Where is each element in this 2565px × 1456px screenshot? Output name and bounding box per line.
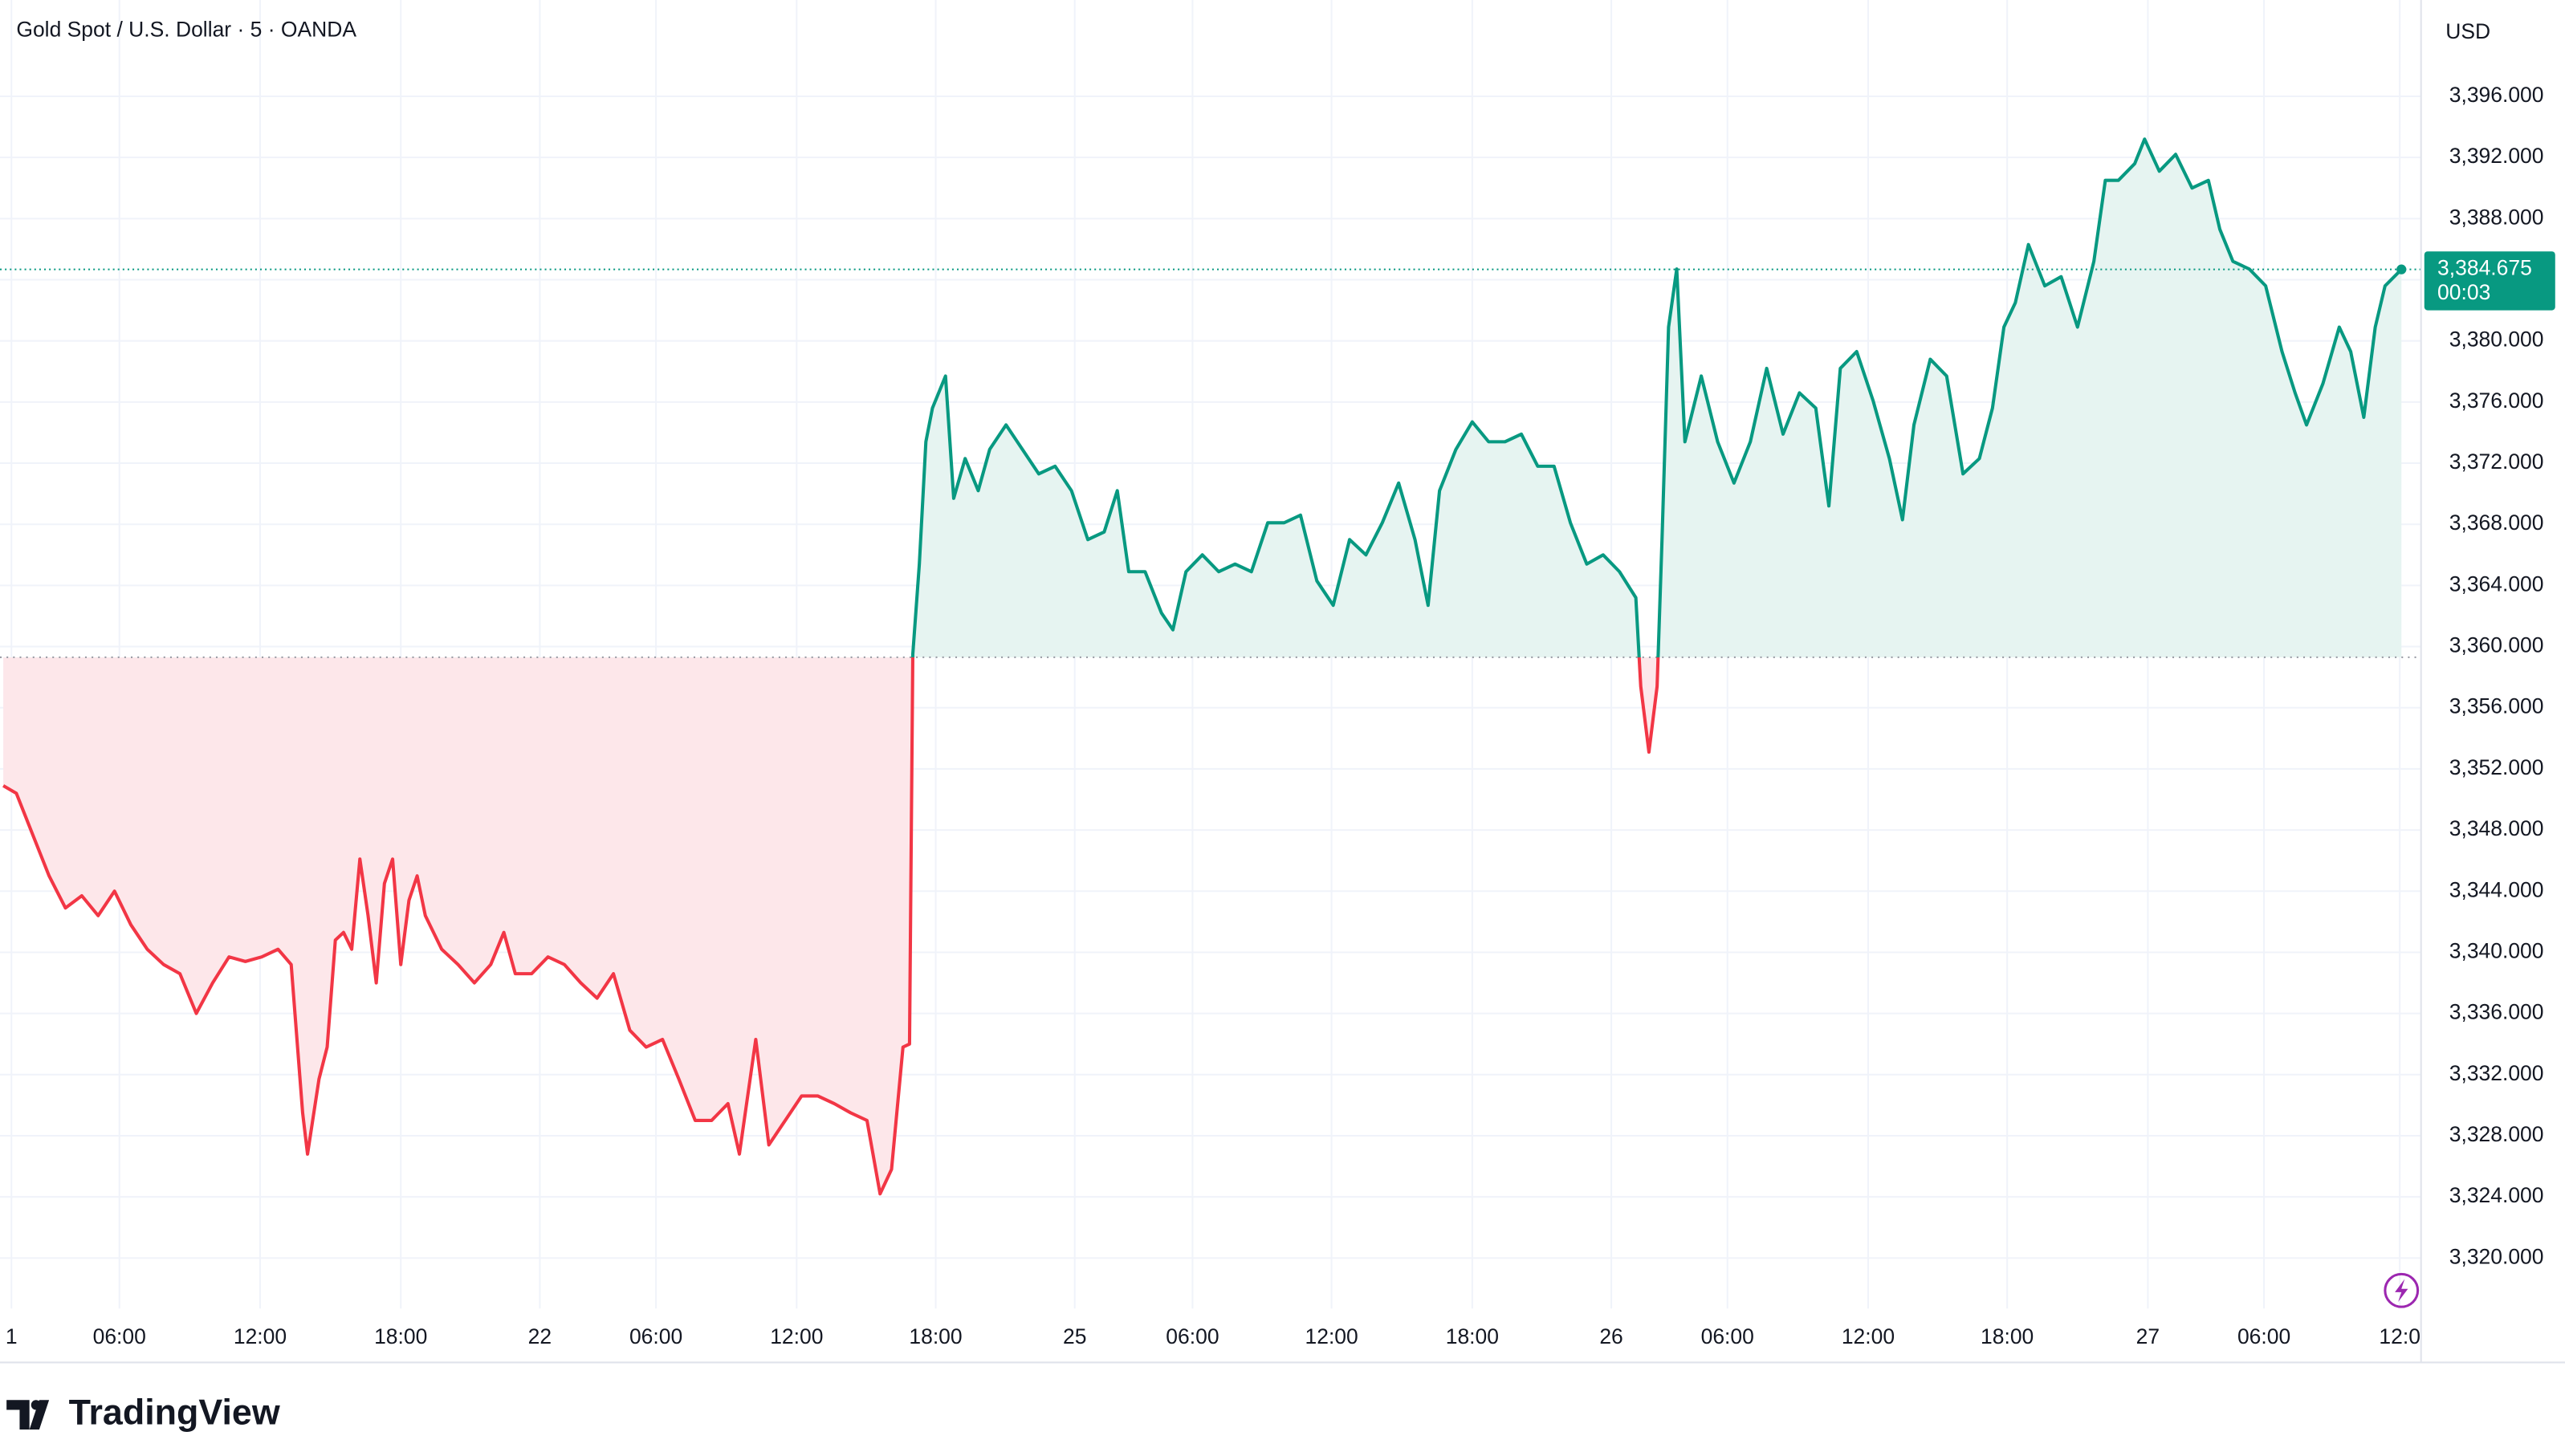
- x-tick-label: 12:00: [234, 1324, 287, 1348]
- x-tick-label: 18:00: [909, 1324, 962, 1348]
- y-tick-label: 3,372.000: [2449, 449, 2544, 474]
- x-tick-label: 06:00: [1166, 1324, 1219, 1348]
- y-tick-label: 3,352.000: [2449, 755, 2544, 779]
- x-tick-label: 18:00: [1446, 1324, 1499, 1348]
- x-tick-label: 06:00: [2237, 1324, 2290, 1348]
- x-tick-label: 18:00: [374, 1324, 427, 1348]
- currency[interactable]: USD: [2445, 19, 2490, 43]
- area: [3, 139, 2402, 1194]
- x-tick-label: 25: [1063, 1324, 1086, 1348]
- chart-title: Gold Spot / U.S. Dollar · 5 · OANDA: [16, 18, 356, 42]
- y-tick-label: 3,320.000: [2449, 1244, 2544, 1268]
- y-tick-label: 3,392.000: [2449, 144, 2544, 168]
- price-line: [2, 137, 2403, 1196]
- y-tick-label: 3,368.000: [2449, 510, 2544, 535]
- x-tick-label: 22: [528, 1324, 552, 1348]
- alert-icon[interactable]: [2384, 1272, 2420, 1308]
- x-tick-label: 12:0: [2379, 1324, 2420, 1348]
- x-axis: 1 06:00 12:00 18:00 22 06:00 12:00 18:00 25 06:00…: [6, 1324, 2420, 1348]
- y-tick-label: 3,356.000: [2449, 694, 2544, 718]
- x-tick-label: 06:00: [93, 1324, 146, 1348]
- last-point: [2396, 264, 2407, 275]
- x-tick-label: 1: [6, 1324, 18, 1348]
- y-tick-label: 3,324.000: [2449, 1183, 2544, 1207]
- y-tick-label: 3,396.000: [2449, 83, 2544, 107]
- x-tick-label: 06:00: [1701, 1324, 1754, 1348]
- y-tick-label: 3,328.000: [2449, 1122, 2544, 1146]
- y-tick-label: 3,388.000: [2449, 205, 2544, 229]
- last-price-box: [2424, 251, 2555, 311]
- y-tick-label: 3,348.000: [2449, 816, 2544, 840]
- y-axis: 3,320.000 3,324.000 3,328.000 3,332.000 3,33…: [2449, 83, 2544, 1268]
- x-tick-label: 18:00: [1981, 1324, 2034, 1348]
- y-tick-label: 3,344.000: [2449, 877, 2544, 901]
- y-tick-label: 3,340.000: [2449, 938, 2544, 962]
- y-tick-label: 3,336.000: [2449, 1000, 2544, 1024]
- y-tick-label: 3,332.000: [2449, 1061, 2544, 1085]
- plot: [0, 137, 2421, 1196]
- x-tick-label: 26: [1599, 1324, 1622, 1348]
- y-tick-label: 3,380.000: [2449, 327, 2544, 352]
- x-tick-label: 06:00: [629, 1324, 682, 1348]
- x-tick-label: 12:00: [770, 1324, 823, 1348]
- last-price-label: 3,384.675: [2437, 256, 2532, 280]
- brand-logo[interactable]: TradingView: [6, 1392, 280, 1432]
- y-tick-label: 3,364.000: [2449, 571, 2544, 596]
- x-tick-label: 12:00: [1842, 1324, 1895, 1348]
- x-tick-label: 12:00: [1305, 1324, 1358, 1348]
- brand[interactable]: TradingView: [69, 1392, 280, 1432]
- y-tick-label: 3,376.000: [2449, 388, 2544, 413]
- x-tick-label: 27: [2136, 1324, 2160, 1348]
- y-tick-label: 3,360.000: [2449, 633, 2544, 657]
- countdown: 00:03: [2437, 280, 2490, 304]
